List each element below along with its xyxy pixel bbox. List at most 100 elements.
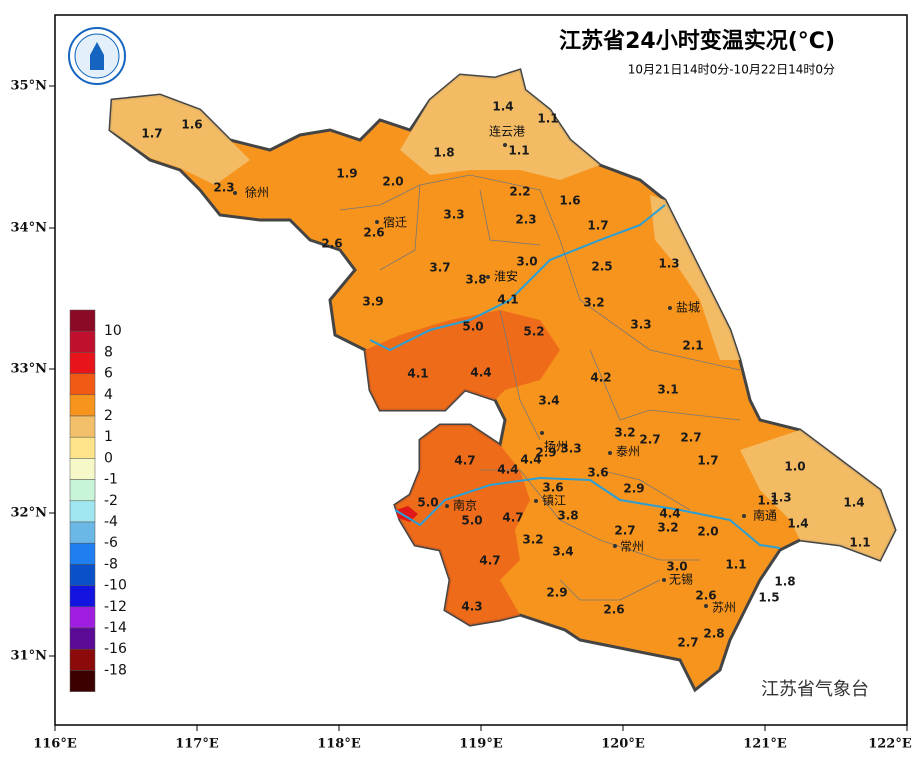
legend-label: -14 — [104, 620, 127, 636]
city-name: 盐城 — [676, 301, 700, 315]
station-value: 3.3 — [443, 208, 464, 222]
station-value: 5.2 — [523, 325, 544, 339]
station-value: 1.4 — [787, 517, 808, 531]
station-value: 4.7 — [502, 511, 523, 525]
legend-swatch — [69, 415, 96, 438]
station-value: 2.6 — [603, 603, 624, 617]
boundaries — [339, 174, 741, 601]
y-tick-label: 35°N — [11, 79, 48, 94]
legend-label: 0 — [104, 450, 113, 466]
legend-swatch — [69, 436, 96, 459]
legend-label: 8 — [104, 344, 113, 360]
x-tick-label: 122°E — [868, 737, 912, 752]
station-value: 5.0 — [462, 320, 483, 334]
legend-swatch — [69, 542, 96, 565]
station-value: 2.5 — [591, 260, 612, 274]
legend-label: -4 — [104, 514, 118, 530]
x-tick-label: 121°E — [743, 737, 787, 752]
station-value: 1.1 — [725, 558, 746, 572]
city-name: 常州 — [620, 540, 644, 554]
city-dot — [486, 275, 490, 279]
city-dot — [503, 143, 507, 147]
station-value: 3.6 — [542, 481, 563, 495]
station-value: 4.7 — [454, 454, 475, 468]
city-dot — [375, 220, 379, 224]
city-dot — [668, 306, 672, 310]
warm-zone-southwest — [365, 310, 560, 625]
station-value: 2.3 — [515, 213, 536, 227]
legend-swatch — [69, 585, 96, 608]
city-name: 淮安 — [494, 269, 518, 284]
station-value: 1.1 — [508, 144, 529, 158]
legend-label: -12 — [104, 599, 127, 615]
station-value: 2.6 — [695, 589, 716, 603]
city-name: 无锡 — [669, 572, 693, 587]
city-dot — [704, 604, 708, 608]
station-value: 1.6 — [559, 194, 580, 208]
city-dot — [445, 504, 449, 508]
station-value: 2.3 — [213, 181, 234, 195]
station-value: 2.9 — [546, 586, 567, 600]
y-tick-label: 34°N — [11, 221, 48, 236]
legend-swatch — [69, 564, 96, 586]
cool-zone-north — [110, 70, 895, 560]
station-value: 1.4 — [492, 100, 513, 114]
footer: 江苏省气象台 — [761, 679, 869, 700]
station-value: 2.7 — [680, 431, 701, 445]
city-dot — [534, 499, 538, 503]
station-value: 1.1 — [849, 536, 870, 550]
station-value: 3.2 — [522, 533, 543, 547]
city-name: 徐州 — [245, 185, 269, 200]
station-value: 1.9 — [336, 167, 357, 181]
city-dot — [742, 514, 746, 518]
station-value: 3.3 — [630, 318, 651, 332]
legend-swatch — [69, 352, 96, 374]
station-value: 3.8 — [465, 273, 486, 287]
station-value: 4.1 — [497, 293, 518, 307]
legend-label: -2 — [104, 493, 118, 509]
legend-swatch — [69, 627, 96, 650]
x-tick-label: 119°E — [459, 737, 503, 752]
station-value: 3.4 — [552, 545, 573, 559]
station-value: 3.0 — [516, 255, 537, 269]
station-value: 1.8 — [774, 575, 795, 589]
legend-swatch — [69, 521, 96, 544]
legend-label: -1 — [104, 472, 118, 488]
station-value: 2.9 — [535, 446, 556, 460]
river — [369, 204, 781, 549]
legend-swatch — [69, 648, 96, 671]
subtitle: 10月21日14时0分-10月22日14时0分 — [628, 63, 835, 77]
x-tick-label: 116°E — [33, 737, 77, 752]
x-tick-label: 118°E — [317, 737, 361, 752]
station-value: 2.1 — [682, 339, 703, 353]
station-value: 5.0 — [417, 496, 438, 510]
legend-swatch — [69, 606, 96, 629]
station-value: 3.6 — [587, 466, 608, 480]
station-value: 2.6 — [321, 237, 342, 251]
station-value: 3.2 — [614, 426, 635, 440]
y-tick-label: 33°N — [11, 362, 48, 377]
station-value: 1.6 — [181, 118, 202, 132]
title: 江苏省24小时变温实况(°C) — [559, 28, 835, 54]
legend-label: 4 — [104, 387, 113, 403]
station-value: 1.4 — [843, 496, 864, 510]
legend-swatch — [69, 479, 96, 502]
legend-swatch — [69, 458, 96, 480]
station-value: 1.7 — [141, 127, 162, 141]
y-tick-label: 32°N — [11, 506, 48, 521]
legend-swatch — [69, 394, 96, 417]
logo — [68, 27, 126, 85]
legend-swatch — [69, 670, 96, 692]
city-dot — [540, 431, 544, 435]
station-value: 1.1 — [757, 494, 778, 508]
city-name: 宿迁 — [383, 215, 407, 230]
legend-label: 10 — [104, 323, 122, 339]
station-value: 4.1 — [407, 367, 428, 381]
city-name: 南通 — [753, 508, 777, 523]
station-value: 3.2 — [583, 296, 604, 310]
station-value: 2.2 — [509, 185, 530, 199]
legend-label: 1 — [104, 429, 113, 445]
x-tick-label: 117°E — [175, 737, 219, 752]
legend-label: -6 — [104, 535, 118, 551]
city-dot — [613, 544, 617, 548]
